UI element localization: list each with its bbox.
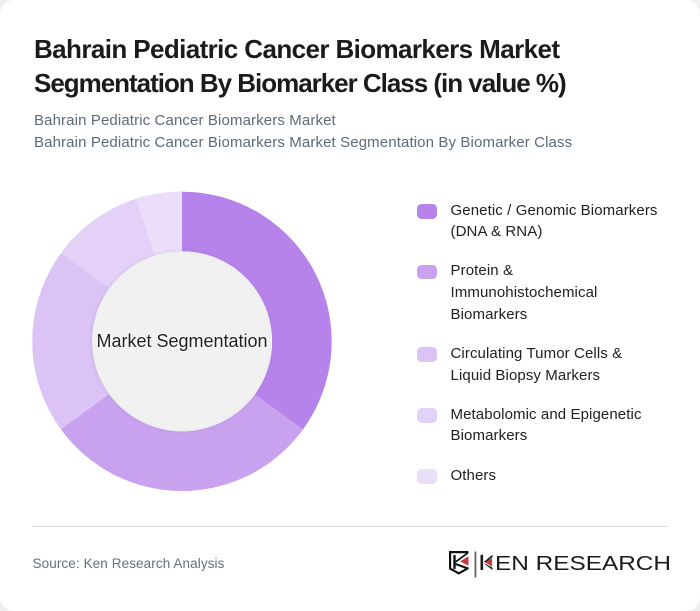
svg-text:EN RESEARCH: EN RESEARCH [495, 552, 671, 575]
